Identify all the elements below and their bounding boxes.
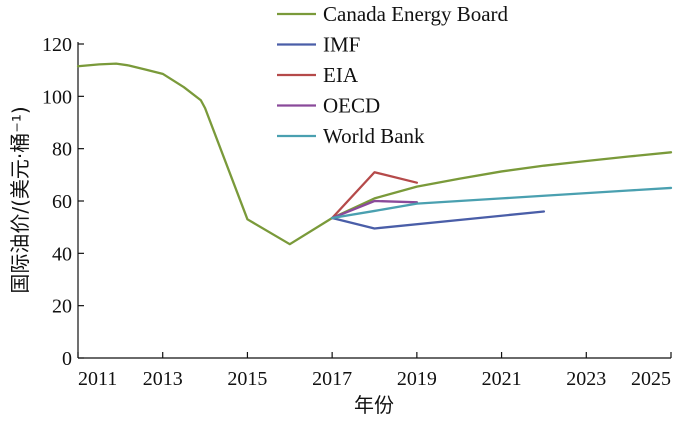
x-tick-label: 2025 bbox=[631, 368, 671, 390]
series-line-3 bbox=[330, 199, 419, 220]
y-tick-label: 120 bbox=[42, 34, 72, 56]
x-tick-label: 2021 bbox=[482, 368, 522, 390]
y-tick-label: 0 bbox=[62, 348, 72, 370]
tick-labels: 0 20 40 60 80 100 120 2011 2013 2015 2017 2019 2021 2… bbox=[42, 34, 671, 390]
legend-label: World Bank bbox=[323, 124, 425, 148]
series-line-4 bbox=[330, 186, 673, 220]
series-line-1 bbox=[330, 210, 546, 230]
y-tick-label: 40 bbox=[52, 243, 72, 265]
legend: Canada Energy Board IMF EIA OECD World Bank bbox=[277, 2, 509, 148]
y-axis-title: 国际油价/(美元·桶⁻¹) bbox=[8, 106, 32, 293]
y-tick-label: 80 bbox=[52, 139, 72, 161]
series-layer bbox=[76, 62, 673, 246]
x-tick-label: 2015 bbox=[227, 368, 267, 390]
x-tick-label: 2017 bbox=[312, 368, 352, 390]
y-tick-label: 60 bbox=[52, 191, 72, 213]
legend-label: IMF bbox=[323, 33, 360, 57]
x-tick-label: 2023 bbox=[566, 368, 606, 390]
series-line-0 bbox=[76, 62, 673, 246]
legend-label: OECD bbox=[323, 94, 380, 118]
x-tick-label: 2011 bbox=[78, 368, 117, 390]
x-tick-label: 2013 bbox=[143, 368, 183, 390]
series-line-2 bbox=[330, 171, 419, 220]
x-axis-title: 年份 bbox=[354, 393, 394, 417]
ticks bbox=[77, 43, 672, 359]
legend-label: EIA bbox=[323, 63, 359, 87]
y-tick-label: 100 bbox=[42, 86, 72, 108]
y-tick-label: 20 bbox=[52, 296, 72, 318]
legend-label: Canada Energy Board bbox=[323, 2, 509, 26]
x-tick-label: 2019 bbox=[397, 368, 437, 390]
